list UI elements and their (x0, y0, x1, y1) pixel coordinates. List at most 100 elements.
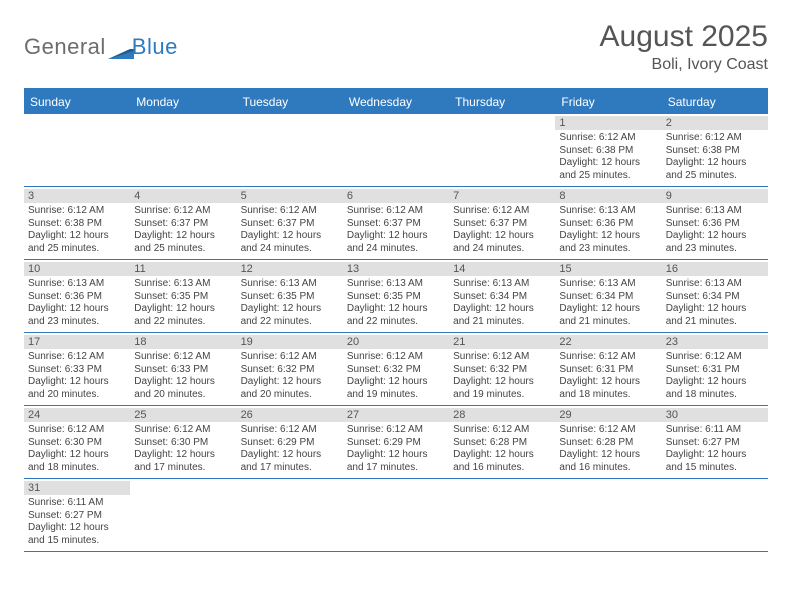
sunrise-line: Sunrise: 6:12 AM (28, 351, 126, 364)
day-number: 19 (237, 335, 343, 349)
calendar-day: 14Sunrise: 6:13 AMSunset: 6:34 PMDayligh… (449, 260, 555, 332)
day-number: 7 (449, 189, 555, 203)
page-subtitle: Boli, Ivory Coast (600, 56, 768, 74)
sunrise-line: Sunrise: 6:12 AM (28, 424, 126, 437)
daylight-line-2: and 21 minutes. (453, 316, 551, 329)
sunset-line: Sunset: 6:32 PM (453, 364, 551, 377)
daylight-line-1: Daylight: 12 hours (241, 230, 339, 243)
week-row: 1 Sunrise: 6:12 AMSunset: 6:38 PM Daylight… (24, 114, 768, 187)
daylight-line-2: and 20 minutes. (134, 389, 232, 402)
week-row: 24Sunrise: 6:12 AMSunset: 6:30 PMDayligh… (24, 406, 768, 479)
calendar-day: 1Sunrise: 6:12 AMSunset: 6:38 PMDaylight… (555, 114, 661, 186)
sunset-line: Sunset: 6:27 PM (28, 510, 126, 523)
calendar-day: 27Sunrise: 6:12 AMSunset: 6:29 PMDayligh… (343, 406, 449, 478)
sunrise-line: Sunrise: 6:11 AM (28, 497, 126, 510)
daylight-line-2: and 20 minutes. (241, 389, 339, 402)
day-number: 31 (24, 481, 130, 495)
daylight-line-1: Daylight: 12 hours (666, 376, 764, 389)
sunset-line: Sunset: 6:35 PM (134, 291, 232, 304)
sunset-line: Sunset: 6:30 PM (134, 437, 232, 450)
calendar-empty (237, 479, 343, 551)
day-number: 25 (130, 408, 236, 422)
dayname-thu: Thursday (449, 91, 555, 114)
daylight-line-1: Daylight: 12 hours (347, 303, 445, 316)
daylight-line-1: Daylight: 12 hours (666, 449, 764, 462)
daylight-line-1: Daylight: 12 hours (666, 303, 764, 316)
sunset-line: Sunset: 6:32 PM (241, 364, 339, 377)
sunset-line: Sunset: 6:35 PM (347, 291, 445, 304)
day-number: 30 (662, 408, 768, 422)
daylight-line-2: and 25 minutes. (28, 243, 126, 256)
daylight-line-2: and 16 minutes. (559, 462, 657, 475)
calendar-empty (237, 114, 343, 186)
daylight-line-2: and 20 minutes. (28, 389, 126, 402)
dayname-fri: Friday (555, 91, 661, 114)
dayname-row: Sunday Monday Tuesday Wednesday Thursday… (24, 91, 768, 114)
day-number: 1 (555, 116, 661, 130)
calendar-day: 13 Sunrise: 6:13 AMSunset: 6:35 PMDayligh… (343, 260, 449, 332)
daylight-line-2: and 15 minutes. (28, 535, 126, 548)
daylight-line-1: Daylight: 12 hours (666, 157, 764, 170)
calendar-empty (449, 114, 555, 186)
daylight-line-2: and 21 minutes. (559, 316, 657, 329)
calendar-day: 29Sunrise: 6:12 AMSunset: 6:28 PMDayligh… (555, 406, 661, 478)
daylight-line-2: and 21 minutes. (666, 316, 764, 329)
daylight-line-1: Daylight: 12 hours (241, 376, 339, 389)
day-number: 13 (343, 262, 449, 276)
day-number: 23 (662, 335, 768, 349)
sunrise-line: Sunrise: 6:12 AM (241, 424, 339, 437)
day-number: 15 (555, 262, 661, 276)
dayname-mon: Monday (130, 91, 236, 114)
week-row: 10Sunrise: 6:13 AMSunset: 6:36 PMDayligh… (24, 260, 768, 333)
sunset-line: Sunset: 6:38 PM (559, 145, 657, 158)
daylight-line-1: Daylight: 12 hours (347, 376, 445, 389)
daylight-line-2: and 17 minutes. (134, 462, 232, 475)
calendar-day: 15Sunrise: 6:13 AMSunset: 6:34 PMDayligh… (555, 260, 661, 332)
day-number: 4 (130, 189, 236, 203)
daylight-line-1: Daylight: 12 hours (241, 303, 339, 316)
logo-word-blue: Blue (132, 34, 178, 60)
sunset-line: Sunset: 6:29 PM (347, 437, 445, 450)
sunset-line: Sunset: 6:34 PM (559, 291, 657, 304)
daylight-line-2: and 23 minutes. (28, 316, 126, 329)
day-number: 28 (449, 408, 555, 422)
calendar-day: 8Sunrise: 6:13 AMSunset: 6:36 PMDaylight… (555, 187, 661, 259)
sunrise-line: Sunrise: 6:13 AM (134, 278, 232, 291)
day-number: 3 (24, 189, 130, 203)
day-number: 21 (449, 335, 555, 349)
calendar-day: 9Sunrise: 6:13 AMSunset: 6:36 PMDaylight… (662, 187, 768, 259)
sunrise-line: Sunrise: 6:13 AM (28, 278, 126, 291)
logo: General Blue (24, 20, 178, 60)
sunrise-line: Sunrise: 6:12 AM (453, 424, 551, 437)
sunrise-line: Sunrise: 6:13 AM (241, 278, 339, 291)
calendar-empty (449, 479, 555, 551)
dayname-sat: Saturday (662, 91, 768, 114)
calendar-day: 11Sunrise: 6:13 AMSunset: 6:35 PMDayligh… (130, 260, 236, 332)
daylight-line-2: and 25 minutes. (134, 243, 232, 256)
day-number: 29 (555, 408, 661, 422)
logo-flag-icon (108, 39, 134, 55)
sunset-line: Sunset: 6:37 PM (134, 218, 232, 231)
daylight-line-1: Daylight: 12 hours (559, 376, 657, 389)
daylight-line-1: Daylight: 12 hours (559, 449, 657, 462)
daylight-line-1: Daylight: 12 hours (453, 230, 551, 243)
calendar-day: 7Sunrise: 6:12 AMSunset: 6:37 PMDaylight… (449, 187, 555, 259)
daylight-line-2: and 24 minutes. (453, 243, 551, 256)
daylight-line-1: Daylight: 12 hours (453, 303, 551, 316)
calendar-day: 24Sunrise: 6:12 AMSunset: 6:30 PMDayligh… (24, 406, 130, 478)
daylight-line-1: Daylight: 12 hours (453, 376, 551, 389)
daylight-line-2: and 17 minutes. (241, 462, 339, 475)
sunrise-line: Sunrise: 6:12 AM (559, 132, 657, 145)
sunset-line: Sunset: 6:29 PM (241, 437, 339, 450)
day-number: 9 (662, 189, 768, 203)
sunrise-line: Sunrise: 6:12 AM (453, 351, 551, 364)
sunset-line: Sunset: 6:37 PM (453, 218, 551, 231)
calendar-day: 12Sunrise: 6:13 AMSunset: 6:35 PMDayligh… (237, 260, 343, 332)
sunrise-line: Sunrise: 6:13 AM (347, 278, 445, 291)
sunrise-line: Sunrise: 6:13 AM (666, 205, 764, 218)
calendar-empty (130, 114, 236, 186)
daylight-line-2: and 24 minutes. (347, 243, 445, 256)
daylight-line-1: Daylight: 12 hours (28, 303, 126, 316)
logo-word-general: General (24, 34, 106, 60)
daylight-line-1: Daylight: 12 hours (453, 449, 551, 462)
